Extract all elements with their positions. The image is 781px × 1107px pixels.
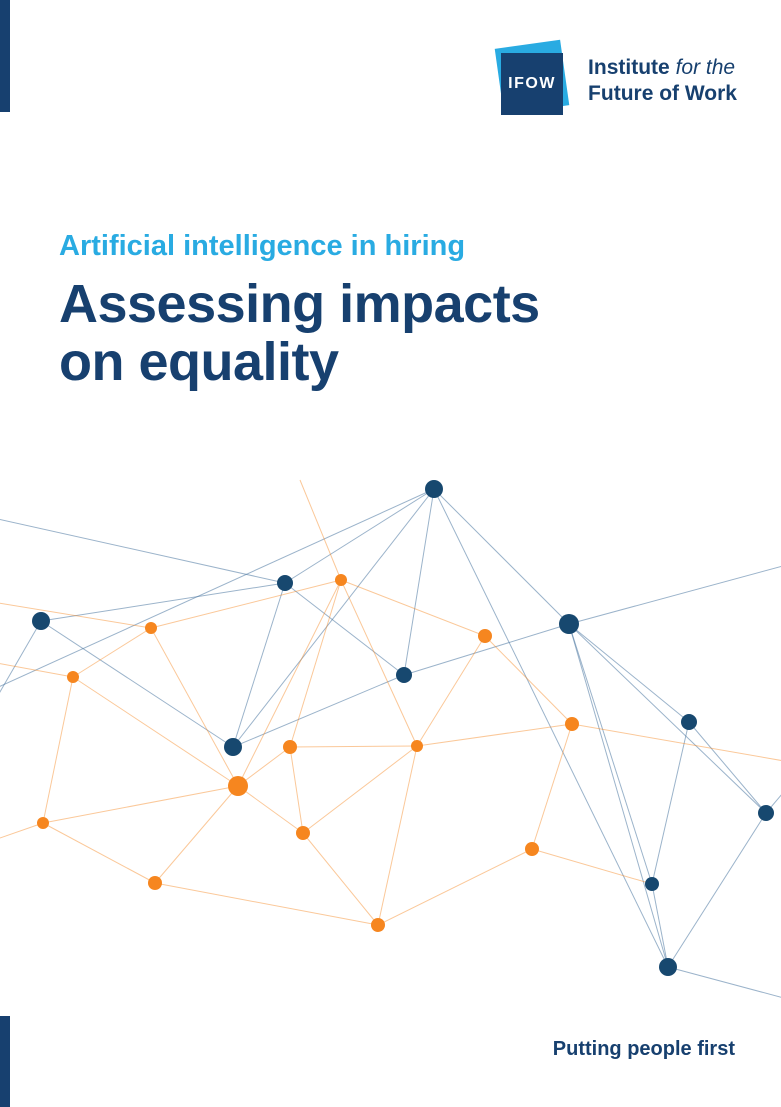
left-edge-accent-bottom [0, 1016, 10, 1107]
tagline: Putting people first [552, 1038, 735, 1060]
report-title-line2: on equality [59, 332, 339, 393]
ifow-logo-icon: IFOW [493, 39, 573, 122]
logo-wordmark: Institute for the Future of Work [588, 55, 737, 108]
logo-navy-square: IFOW [501, 53, 564, 115]
logo-wordmark-line1: Institute for the [588, 55, 736, 79]
report-title-line1: Assessing impacts [59, 274, 540, 334]
report-title: Assessing impacts on equality [59, 275, 540, 392]
left-edge-accent-top [0, 0, 10, 112]
ifow-logo: IFOW Institute for the Future of Work [493, 39, 737, 122]
report-subtitle: Artificial intelligence in hiring [59, 230, 466, 262]
logo-monogram: IFOW [508, 75, 556, 92]
title-block: Artificial intelligence in hiring Assess… [59, 230, 540, 392]
logo-wordmark-line2: Future of Work [588, 82, 737, 105]
